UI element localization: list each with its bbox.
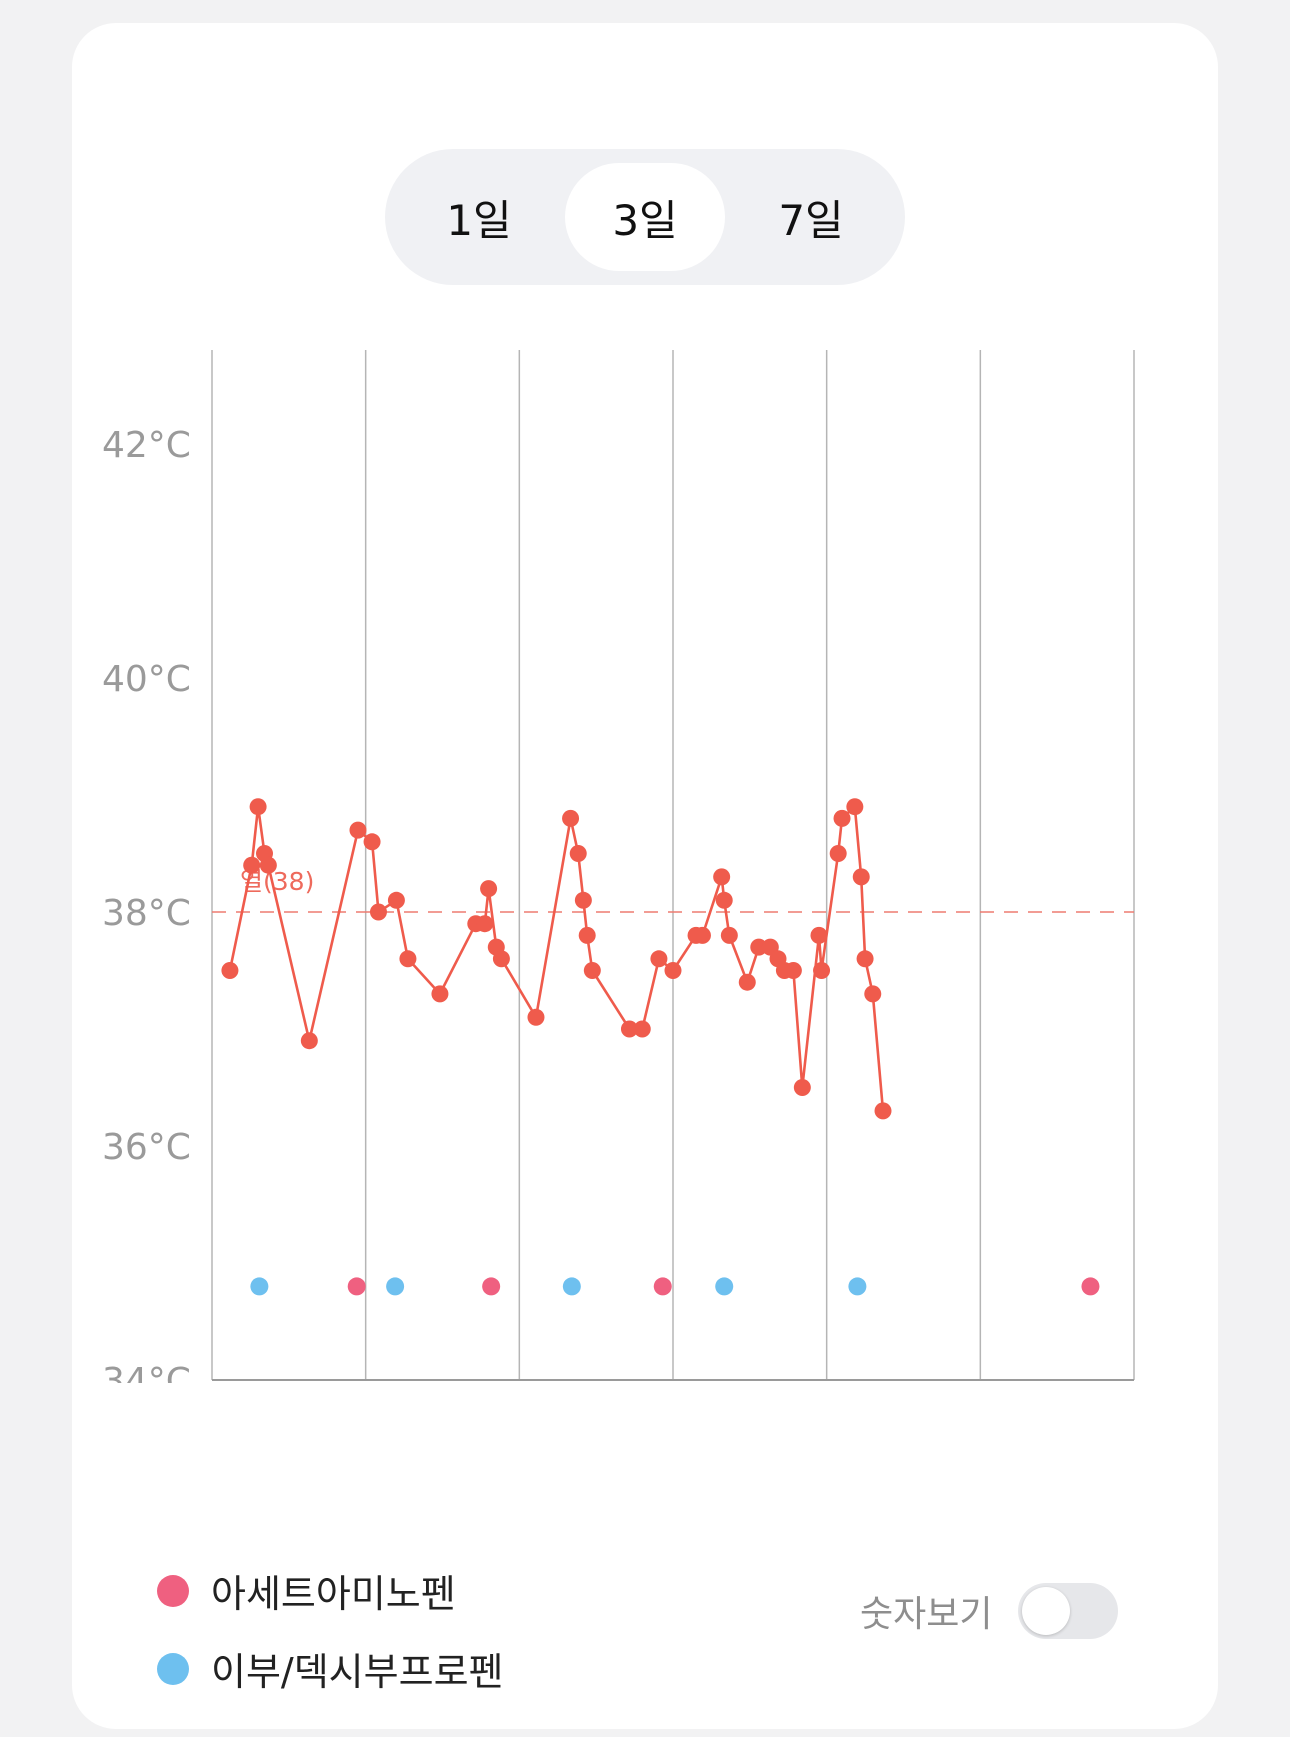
- temperature-point: [243, 856, 261, 874]
- y-tick-label: 42°C: [102, 425, 191, 466]
- temperature-point: [738, 973, 756, 991]
- acetaminophen-dose-marker: [347, 1277, 366, 1296]
- range-option-7day[interactable]: 7일: [778, 195, 844, 245]
- temperature-point: [249, 798, 267, 816]
- temperature-point: [874, 1102, 892, 1120]
- temperature-point: [846, 798, 864, 816]
- range-option-1day[interactable]: 1일: [446, 195, 512, 245]
- acetaminophen-dose-marker: [653, 1277, 672, 1296]
- y-tick-label: 36°C: [102, 1127, 191, 1168]
- temperature-point: [300, 1032, 318, 1050]
- temperature-point: [833, 809, 851, 827]
- temperature-point: [633, 1020, 651, 1038]
- temperature-point: [562, 809, 580, 827]
- temperature-point: [813, 962, 831, 979]
- y-tick-label: 38°C: [102, 893, 191, 934]
- temperature-point: [864, 985, 882, 1003]
- legend-ibuprofen-label: 이부/덱시부프로펜: [211, 1650, 504, 1694]
- temperature-point: [852, 868, 870, 886]
- temperature-point: [664, 962, 682, 979]
- ibuprofen-swatch-icon: [157, 1652, 189, 1685]
- temperature-point: [399, 950, 417, 968]
- ibuprofen-dose-marker: [715, 1277, 734, 1296]
- temperature-point: [369, 903, 387, 921]
- temperature-point: [578, 926, 596, 944]
- acetaminophen-dose-marker: [482, 1277, 501, 1296]
- temperature-point: [480, 880, 498, 898]
- temperature-point: [650, 950, 668, 968]
- toggle-knob: [1022, 1587, 1071, 1635]
- temperature-point: [574, 891, 592, 909]
- legend-acetaminophen-label: 아세트아미노펜: [211, 1572, 456, 1616]
- temperature-point: [693, 926, 711, 944]
- acetaminophen-swatch-icon: [157, 1574, 189, 1607]
- range-option-3day[interactable]: 3일: [565, 163, 725, 271]
- temperature-point: [583, 962, 601, 979]
- temperature-point: [569, 845, 587, 862]
- temperature-point: [713, 868, 731, 886]
- temperature-point: [856, 950, 874, 968]
- temperature-point: [527, 1008, 545, 1026]
- temperature-point: [259, 856, 277, 874]
- ibuprofen-dose-marker: [848, 1277, 867, 1296]
- temperature-point: [492, 950, 510, 968]
- temperature-point: [387, 891, 405, 909]
- ibuprofen-dose-marker: [562, 1277, 581, 1296]
- y-tick-label: 34°C: [102, 1361, 191, 1383]
- legend-ibuprofen: 이부/덱시부프로펜: [157, 1641, 503, 1696]
- ibuprofen-dose-marker: [250, 1277, 269, 1296]
- acetaminophen-dose-marker: [1081, 1277, 1100, 1296]
- temperature-point: [784, 962, 802, 979]
- y-tick-label: 40°C: [102, 659, 191, 700]
- range-selector: 1일 3일 7일: [385, 149, 905, 285]
- ibuprofen-dose-marker: [386, 1277, 405, 1296]
- temperature-point: [476, 915, 494, 933]
- temperature-chart-card: 1일 3일 7일 34°C36°C38°C40°C42°C1일00시1일12시2…: [72, 23, 1218, 1729]
- legend-acetaminophen: 아세트아미노펜: [157, 1563, 456, 1618]
- temperature-point: [715, 891, 733, 909]
- temperature-point: [363, 833, 381, 851]
- number-view-toggle[interactable]: [1018, 1583, 1119, 1639]
- temperature-point: [793, 1079, 811, 1096]
- temperature-point: [829, 845, 847, 862]
- temperature-point: [349, 821, 367, 839]
- temperature-line-chart: 34°C36°C38°C40°C42°C1일00시1일12시2일00시2일12시…: [102, 350, 1135, 1383]
- number-view-toggle-group: 숫자보기: [860, 1583, 1119, 1639]
- number-view-label: 숫자보기: [860, 1594, 993, 1635]
- temperature-point: [221, 962, 239, 979]
- temperature-point: [431, 985, 449, 1003]
- temperature-point: [620, 1020, 638, 1038]
- temperature-point: [720, 926, 738, 944]
- temperature-point: [810, 926, 828, 944]
